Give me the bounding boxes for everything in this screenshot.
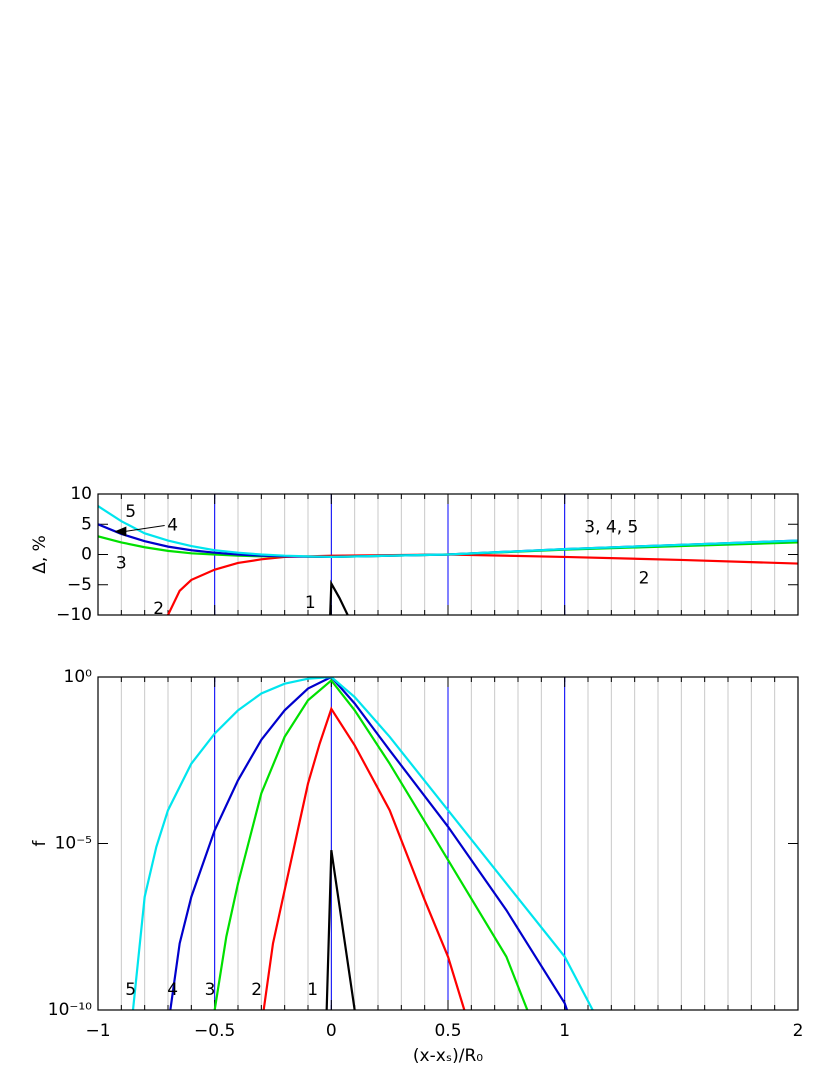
x-tick-label: 0: [326, 1021, 337, 1041]
curve-label: 4: [167, 980, 178, 1000]
x-tick-label: 2: [793, 1021, 804, 1041]
annotation-arrow: [124, 524, 165, 533]
series-line: [262, 706, 466, 1010]
y-tick-label: 10⁻¹⁰: [48, 1000, 92, 1020]
curve-label: 1: [305, 593, 316, 613]
plot-frame: [97, 493, 799, 616]
y-tick-label: 5: [81, 514, 92, 534]
series-line: [131, 677, 594, 1010]
y-tick-label: −5: [67, 575, 92, 595]
y-tick-label: 10⁻⁵: [55, 834, 92, 854]
x-tick-label: 1: [559, 1021, 570, 1041]
plot-frame: [97, 676, 799, 1011]
series-line: [213, 678, 529, 1010]
curve-label: 5: [125, 980, 136, 1000]
curve-label: 3: [205, 980, 216, 1000]
curve-label: 2: [251, 980, 262, 1000]
series-line: [98, 505, 798, 559]
x-tick-label: 0.5: [434, 1021, 461, 1041]
y-tick-label: 10⁰: [64, 667, 93, 687]
curve-label: 1: [307, 980, 318, 1000]
y-axis-title: f: [30, 840, 50, 847]
arrow-head: [114, 526, 127, 537]
y-tick-label: 10: [70, 484, 92, 504]
curve-label: 4: [167, 515, 178, 535]
curve-label: 2: [639, 569, 650, 589]
curve-label: 3, 4, 5: [584, 517, 638, 537]
y-axis-title: Δ, %: [30, 535, 50, 574]
x-axis-title: (x-xₛ)/R₀: [413, 1046, 483, 1066]
series-line: [169, 677, 569, 1010]
x-tick-label: −1: [85, 1021, 110, 1041]
curve-label: 3: [116, 554, 127, 574]
series-line: [167, 553, 798, 615]
curve-label: 5: [125, 502, 136, 522]
x-tick-label: −0.5: [194, 1021, 235, 1041]
series-line: [325, 850, 356, 1010]
series-line: [329, 579, 349, 615]
curve-label: 2: [153, 599, 164, 619]
y-tick-label: −10: [56, 605, 92, 625]
y-tick-label: 0: [81, 545, 92, 565]
